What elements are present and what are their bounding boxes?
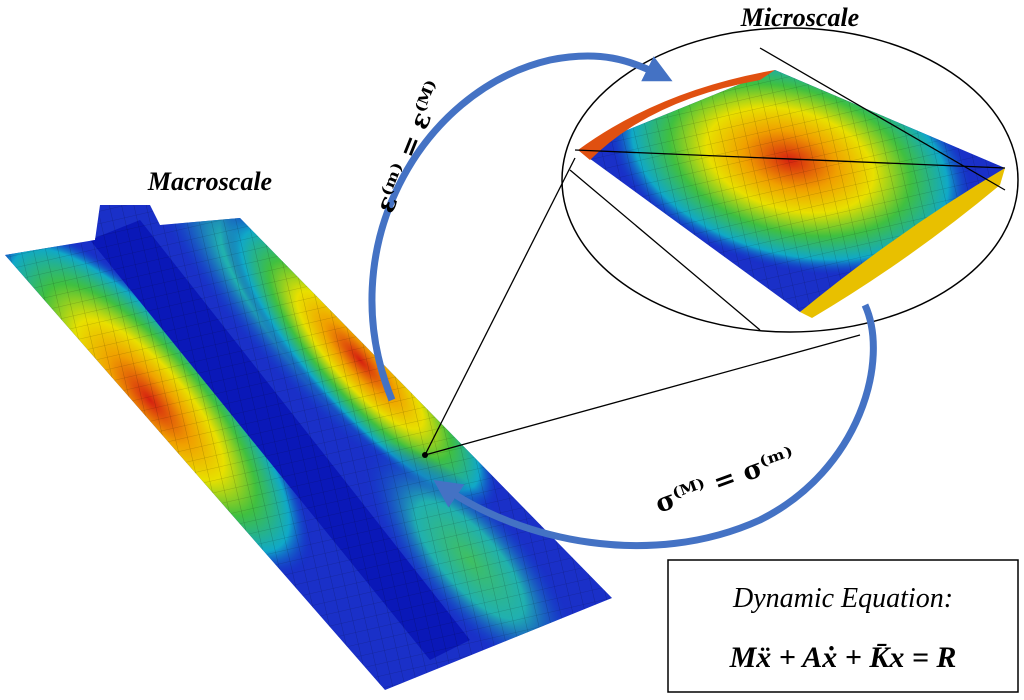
macro-plate bbox=[5, 205, 612, 690]
macroscale-label: Macroscale bbox=[147, 167, 272, 196]
arrow-stress bbox=[433, 303, 877, 550]
box-equation: Mẍ + Aẋ + K̄x = R bbox=[729, 641, 957, 674]
strain-equation: ε⁽ᵐ⁾ = ε⁽ᴹ⁾ bbox=[371, 77, 451, 218]
zoom-lines bbox=[424, 47, 1006, 456]
micro-edge bbox=[800, 168, 1005, 318]
microscale-label: Microscale bbox=[740, 3, 859, 32]
point bbox=[422, 452, 428, 458]
arrow-strain bbox=[368, 52, 673, 402]
zoom-circle bbox=[561, 27, 1019, 333]
equation-box bbox=[667, 559, 1019, 693]
box-title: Dynamic Equation: bbox=[732, 583, 953, 614]
micro-cell bbox=[578, 70, 1005, 312]
